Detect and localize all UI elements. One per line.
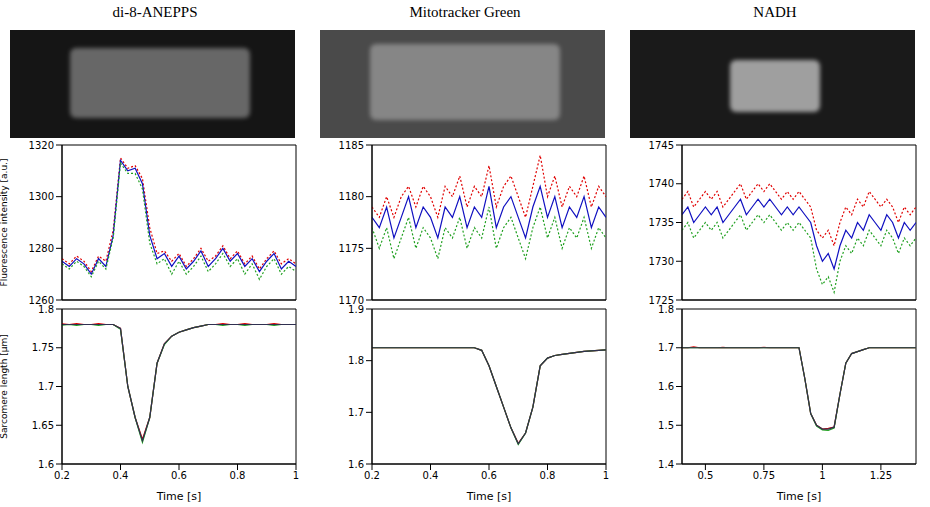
svg-text:1170: 1170 (338, 294, 364, 306)
html-text:Mitotracker Green: Mitotracker Green (409, 4, 521, 20)
svg-text:0.8: 0.8 (230, 470, 246, 481)
svg-text:1.8: 1.8 (348, 355, 364, 366)
svg-text:1: 1 (819, 470, 825, 481)
svg-text:1280: 1280 (29, 243, 54, 254)
svg-text:1.4: 1.4 (658, 459, 674, 470)
svg-text:1.65: 1.65 (32, 420, 54, 431)
svg-text:0.2: 0.2 (54, 470, 70, 481)
svg-text:1.75: 1.75 (32, 342, 54, 353)
svg-text:1.6: 1.6 (348, 459, 364, 470)
svg-text:0.6: 0.6 (481, 470, 497, 481)
svg-text:0.8: 0.8 (540, 470, 556, 481)
svg-text:1.25: 1.25 (870, 470, 892, 481)
svg-text:1730: 1730 (649, 256, 674, 267)
svg-text:0.2: 0.2 (364, 470, 380, 481)
svg-text:1.6: 1.6 (658, 381, 674, 392)
svg-text:1725: 1725 (648, 294, 674, 306)
svg-text:Sarcomere length [μm]: Sarcomere length [μm] (0, 334, 9, 438)
svg-text:1.7: 1.7 (38, 381, 54, 392)
svg-text:1185: 1185 (339, 140, 364, 151)
svg-text:1735: 1735 (649, 217, 674, 228)
svg-text:1.5: 1.5 (658, 420, 674, 431)
svg-text:1.8: 1.8 (658, 304, 674, 315)
svg-text:0.4: 0.4 (113, 470, 129, 481)
svg-text:Time [s]: Time [s] (776, 490, 822, 503)
svg-text:1.6: 1.6 (38, 459, 54, 470)
svg-text:0.4: 0.4 (423, 470, 439, 481)
svg-text:1300: 1300 (29, 191, 54, 202)
svg-text:1175: 1175 (339, 243, 364, 254)
svg-text:1745: 1745 (649, 140, 674, 151)
html-text:NADH: NADH (753, 4, 797, 20)
svg-text:0.5: 0.5 (697, 470, 713, 481)
html-text:di-8-ANEPPS: di-8-ANEPPS (112, 4, 198, 20)
svg-text:Fluorescence intensity [a.u.]: Fluorescence intensity [a.u.] (0, 159, 9, 287)
svg-text:1.8: 1.8 (38, 304, 54, 315)
svg-text:Time [s]: Time [s] (466, 490, 512, 503)
svg-text:1740: 1740 (649, 178, 674, 189)
svg-text:1180: 1180 (339, 191, 364, 202)
svg-text:1.7: 1.7 (348, 407, 364, 418)
svg-text:1: 1 (293, 470, 299, 481)
svg-text:1320: 1320 (29, 140, 54, 151)
svg-text:0.75: 0.75 (753, 470, 775, 481)
svg-text:Time [s]: Time [s] (156, 490, 202, 503)
svg-text:1.7: 1.7 (658, 342, 674, 353)
svg-text:0.6: 0.6 (171, 470, 187, 481)
svg-text:1: 1 (603, 470, 609, 481)
svg-text:1.9: 1.9 (348, 304, 364, 315)
svg-text:1260: 1260 (28, 294, 54, 306)
